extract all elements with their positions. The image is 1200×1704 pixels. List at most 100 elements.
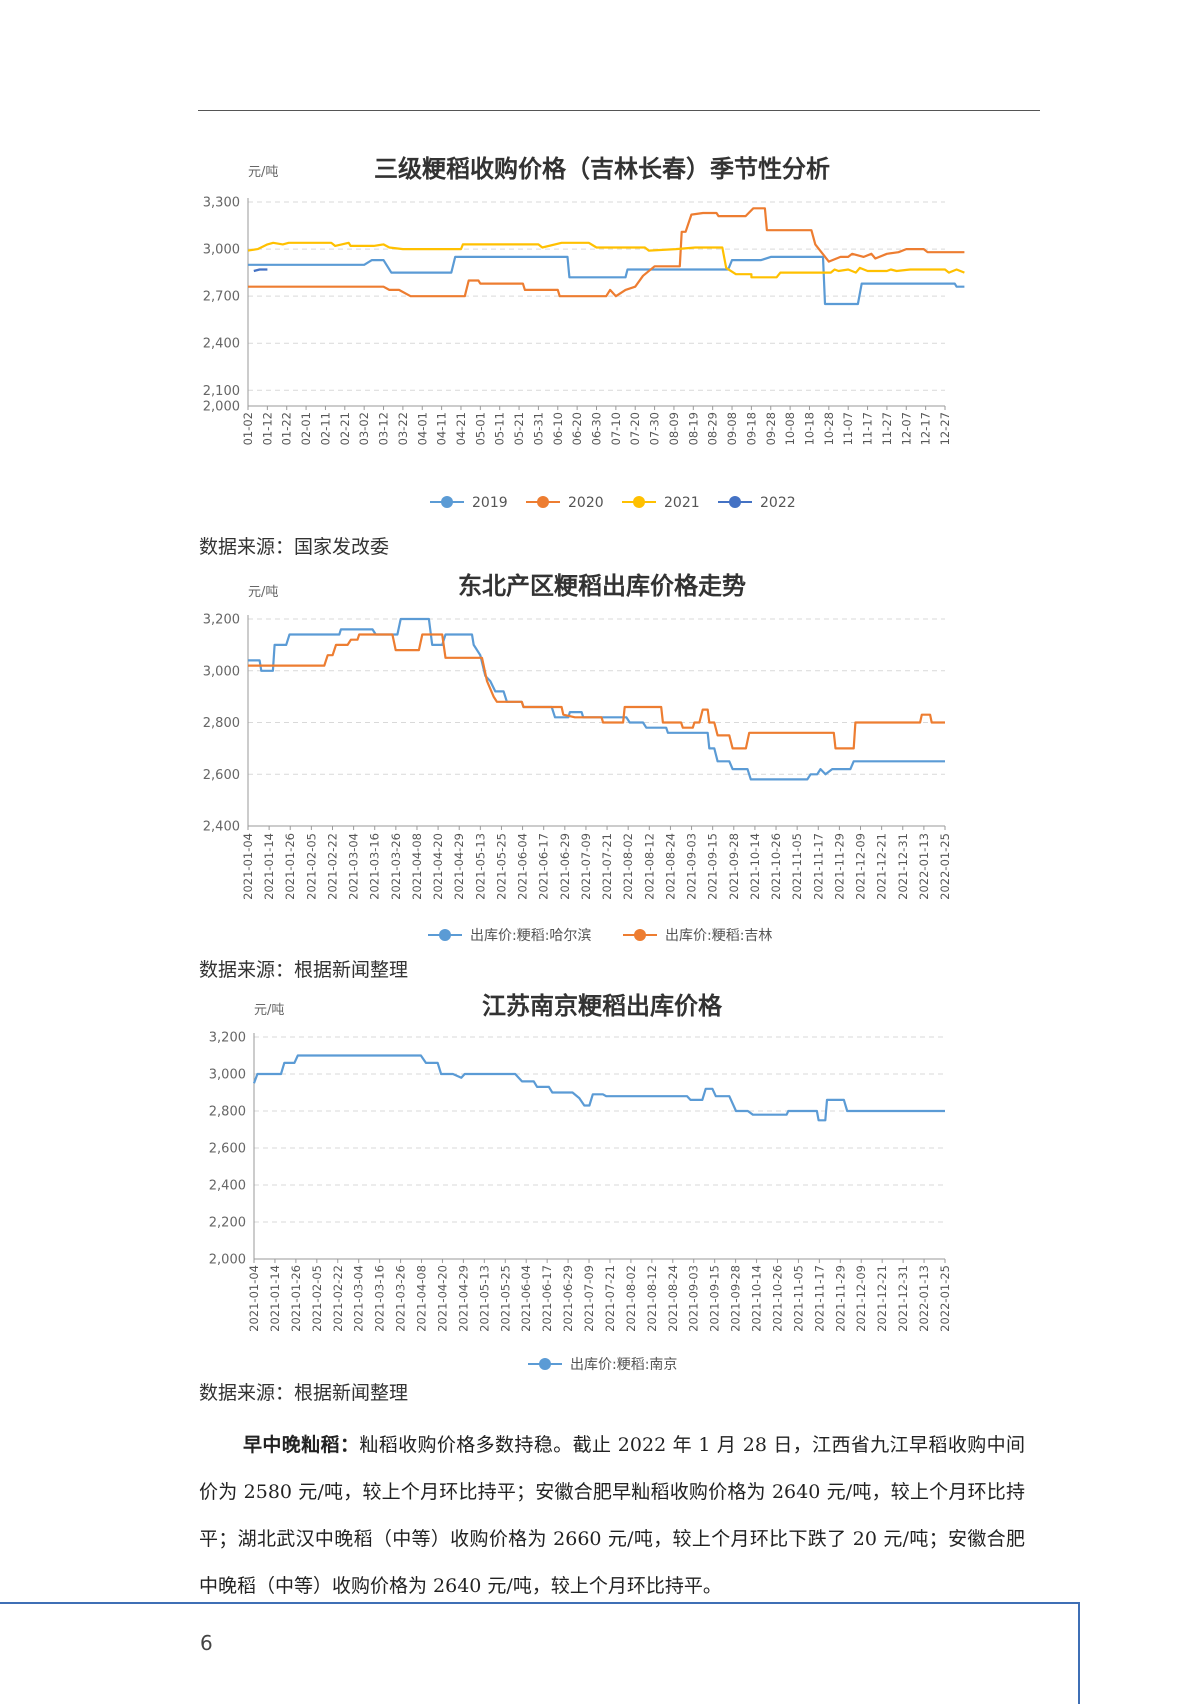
x-tick-label: 2021-09-28 bbox=[729, 1265, 743, 1332]
x-tick-label: 2021-12-31 bbox=[896, 1265, 910, 1332]
x-tick-label: 07-10 bbox=[609, 412, 623, 445]
x-tick-label: 2021-11-05 bbox=[790, 833, 804, 900]
x-tick-label: 03-22 bbox=[396, 412, 410, 445]
legend-swatch-dot bbox=[539, 1358, 551, 1370]
legend-swatch-dot bbox=[537, 496, 549, 508]
paragraph-lead: 早中晚籼稻： bbox=[243, 1434, 360, 1456]
body-paragraph: 早中晚籼稻：籼稻收购价格多数持稳。截止 2022 年 1 月 28 日，江西省九… bbox=[199, 1422, 1025, 1610]
x-tick-label: 2021-11-17 bbox=[811, 833, 825, 900]
chart-northeast-outbound-svg: 东北产区粳稻出库价格走势 元/吨 2,400 2,600 2,800 3,000 3,200… bbox=[203, 572, 952, 944]
legend-swatch-dot bbox=[729, 496, 741, 508]
x-tick-label: 2021-06-17 bbox=[540, 1265, 554, 1332]
legend-swatch-dot bbox=[634, 929, 646, 941]
x-tick-label: 05-11 bbox=[493, 412, 507, 445]
x-tick-label: 03-02 bbox=[357, 412, 371, 445]
x-tick-label: 2021-07-21 bbox=[603, 1265, 617, 1332]
legend-label: 出库价:粳稻:南京 bbox=[570, 1357, 677, 1373]
y-tick-label: 3,000 bbox=[203, 664, 240, 679]
y-tick-label: 2,400 bbox=[209, 1179, 246, 1194]
x-tick-label: 2021-11-17 bbox=[812, 1265, 826, 1332]
x-tick-label: 2021-01-04 bbox=[241, 833, 255, 900]
x-tick-label: 12-07 bbox=[899, 412, 913, 445]
x-tick-label: 2021-09-03 bbox=[687, 1265, 701, 1332]
x-tick-label: 2021-03-04 bbox=[347, 833, 361, 900]
x-tick-label: 2021-05-13 bbox=[473, 833, 487, 900]
y-tick-label: 2,000 bbox=[203, 400, 240, 415]
legend-swatch-dot bbox=[633, 496, 645, 508]
series-line bbox=[253, 268, 268, 273]
y-tick-label: 2,600 bbox=[209, 1142, 246, 1157]
legend-label: 2021 bbox=[664, 495, 700, 511]
source-note-2: 数据来源：根据新闻整理 bbox=[199, 959, 409, 981]
x-tick-label: 06-20 bbox=[570, 412, 584, 445]
x-tick-label: 2021-05-13 bbox=[477, 1265, 491, 1332]
legend-swatch-dot bbox=[441, 496, 453, 508]
x-tick-label: 2021-08-12 bbox=[645, 1265, 659, 1332]
x-tick-label: 06-10 bbox=[551, 412, 565, 445]
x-tick-label: 2021-07-09 bbox=[582, 1265, 596, 1332]
x-tick-label: 02-01 bbox=[299, 412, 313, 445]
x-tick-label: 2021-08-24 bbox=[666, 1265, 680, 1332]
y-tick-label: 2,800 bbox=[209, 1105, 246, 1120]
legend-label: 出库价:粳稻:吉林 bbox=[665, 928, 772, 944]
x-tick-label: 2021-02-05 bbox=[304, 833, 318, 900]
x-tick-label: 2021-08-02 bbox=[621, 833, 635, 900]
x-tick-label: 2021-10-26 bbox=[770, 1265, 784, 1332]
x-tick-label: 2021-03-16 bbox=[373, 1265, 387, 1332]
x-tick-label: 2021-09-15 bbox=[708, 1265, 722, 1332]
x-tick-label: 2021-10-14 bbox=[750, 1265, 764, 1332]
x-tick-label: 10-18 bbox=[802, 412, 816, 445]
legend-label: 出库价:粳稻:哈尔滨 bbox=[470, 928, 591, 944]
x-tick-label: 01-02 bbox=[241, 412, 255, 445]
y-tick-label: 3,000 bbox=[209, 1068, 246, 1083]
legend-swatch-dot bbox=[439, 929, 451, 941]
header-rule bbox=[198, 110, 1040, 111]
x-tick-label: 2021-06-29 bbox=[558, 833, 572, 900]
chart-nanjing-outbound: 江苏南京粳稻出库价格 元/吨 2,000 2,200 2,400 2,600 2,800 3,… bbox=[198, 992, 1040, 1373]
x-tick-label: 2021-04-20 bbox=[431, 833, 445, 900]
y-tick-label: 2,100 bbox=[203, 384, 240, 399]
chart-title: 江苏南京粳稻出库价格 bbox=[482, 992, 723, 1020]
chart-title: 三级粳稻收购价格（吉林长春）季节性分析 bbox=[374, 155, 830, 183]
x-tick-label: 2021-02-22 bbox=[325, 833, 339, 900]
y-tick-label: 2,800 bbox=[203, 716, 240, 731]
y-axis-unit: 元/吨 bbox=[248, 165, 278, 180]
x-tick-label: 2021-12-31 bbox=[896, 833, 910, 900]
y-tick-label: 2,000 bbox=[209, 1253, 246, 1268]
page-number: 6 bbox=[200, 1631, 213, 1655]
x-tick-label: 2021-01-26 bbox=[283, 833, 297, 900]
x-tick-label: 2021-12-21 bbox=[875, 1265, 889, 1332]
x-tick-label: 2021-08-12 bbox=[642, 833, 656, 900]
x-tick-label: 05-31 bbox=[531, 412, 545, 445]
x-tick-label: 07-30 bbox=[648, 412, 662, 445]
x-tick-label: 2021-07-21 bbox=[600, 833, 614, 900]
x-tick-label: 10-08 bbox=[783, 412, 797, 445]
x-tick-label: 06-30 bbox=[590, 412, 604, 445]
source-note-1: 数据来源：国家发改委 bbox=[199, 536, 390, 558]
x-tick-label: 04-01 bbox=[415, 412, 429, 445]
y-tick-label: 2,400 bbox=[203, 337, 240, 352]
series-line bbox=[248, 255, 965, 306]
x-tick-label: 2021-02-05 bbox=[310, 1265, 324, 1332]
x-tick-label: 08-09 bbox=[667, 412, 681, 445]
x-tick-label: 2021-12-09 bbox=[854, 1265, 868, 1332]
source-note-3: 数据来源：根据新闻整理 bbox=[199, 1382, 409, 1404]
x-tick-label: 2021-03-26 bbox=[389, 833, 403, 900]
x-tick-label: 2021-04-08 bbox=[410, 833, 424, 900]
series-line bbox=[247, 241, 965, 279]
x-tick-label: 2021-12-21 bbox=[875, 833, 889, 900]
x-tick-label: 2021-07-09 bbox=[579, 833, 593, 900]
x-tick-label: 11-17 bbox=[861, 412, 875, 445]
series-line bbox=[248, 207, 965, 298]
legend-label: 2020 bbox=[568, 495, 604, 511]
x-tick-label: 2021-04-29 bbox=[452, 833, 466, 900]
chart-jilin-seasonal: 三级粳稻收购价格（吉林长春）季节性分析 元/吨 2,000 2,100 2,400 2,7… bbox=[198, 150, 1040, 520]
x-tick-label: 12-17 bbox=[919, 412, 933, 445]
footer-frame bbox=[0, 1602, 1080, 1704]
x-tick-label: 2021-02-22 bbox=[331, 1265, 345, 1332]
x-tick-label: 11-27 bbox=[880, 412, 894, 445]
x-tick-label: 01-12 bbox=[260, 412, 274, 445]
x-tick-label: 2021-06-04 bbox=[516, 833, 530, 900]
x-tick-label: 02-11 bbox=[318, 412, 332, 445]
